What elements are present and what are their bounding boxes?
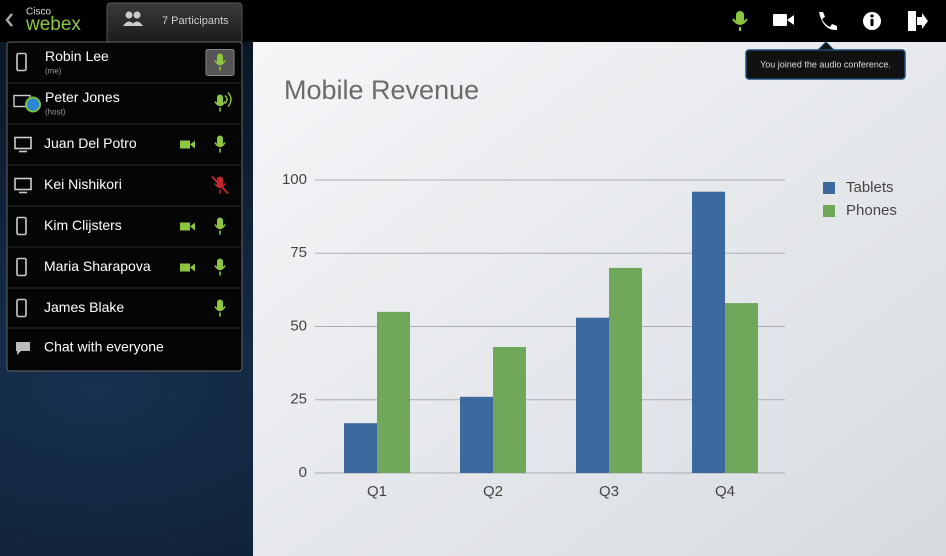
mic-stand: [214, 224, 226, 235]
mic-icon[interactable]: [214, 217, 226, 235]
participant-row[interactable]: James Blake: [8, 287, 241, 318]
phone-device-icon: [16, 216, 27, 236]
x-tick-label: Q4: [715, 483, 735, 500]
bar: [692, 191, 725, 473]
participant-row[interactable]: Kei Nishikori: [8, 164, 241, 195]
chat-row[interactable]: Chat with everyone: [16, 339, 164, 355]
mic-icon[interactable]: [214, 299, 226, 317]
x-tick-label: Q2: [483, 483, 503, 500]
video-button[interactable]: [773, 14, 794, 26]
mic-icon[interactable]: [214, 53, 226, 71]
participant-row[interactable]: Robin Lee (me): [16, 48, 235, 76]
mic-icon[interactable]: [214, 258, 226, 276]
chart-title: Mobile Revenue: [284, 75, 479, 105]
mic-stand: [214, 101, 226, 112]
phone-button[interactable]: [819, 12, 837, 31]
y-tick-label: 25: [290, 391, 307, 408]
phone-device-icon: [16, 52, 27, 72]
participant-name: Kei Nishikori: [44, 176, 122, 192]
exit-button[interactable]: [908, 11, 928, 31]
mic-stand: [214, 265, 226, 276]
participants-icon: [123, 11, 143, 26]
legend-swatch: [823, 205, 835, 217]
mic-icon[interactable]: [214, 94, 226, 112]
bar: [344, 423, 377, 473]
participants-tab-label: 7 Participants: [162, 15, 229, 27]
participant-name: Maria Sharapova: [44, 258, 151, 274]
bar: [493, 347, 526, 473]
bar: [609, 267, 642, 473]
y-tick-label: 100: [282, 171, 307, 188]
mic-stand: [214, 183, 226, 194]
y-tick-label: 0: [299, 464, 307, 481]
participant-name: Kim Clijsters: [44, 217, 122, 233]
participant-row[interactable]: Maria Sharapova: [8, 246, 241, 277]
mic-body: [217, 53, 223, 65]
participant-row[interactable]: Juan Del Potro: [8, 123, 241, 153]
mic-body: [217, 135, 223, 147]
mic-stand: [214, 306, 226, 317]
legend-label: Tablets: [846, 179, 894, 196]
participant-row[interactable]: Kim Clijsters: [8, 205, 241, 236]
desktop-device-icon: [14, 136, 32, 150]
mic-stand: [214, 60, 226, 71]
participant-name: James Blake: [44, 299, 124, 315]
desktop-device-icon: [14, 177, 32, 191]
mic-icon[interactable]: [214, 135, 226, 153]
mic-button[interactable]: [732, 11, 748, 31]
y-tick-label: 50: [290, 317, 307, 334]
participant-name: Juan Del Potro: [44, 135, 137, 151]
brand: webex: [25, 14, 81, 35]
video-icon-lens: [190, 140, 195, 149]
mic-body: [217, 94, 223, 106]
legend-label: Phones: [846, 202, 897, 219]
speaking-waves: [224, 92, 232, 107]
mic-body: [217, 299, 223, 311]
bar: [377, 311, 410, 473]
legend-swatch: [823, 182, 835, 194]
participant-role: (me): [45, 67, 62, 76]
participant-name: Robin Lee: [45, 48, 109, 64]
video-icon-lens: [190, 222, 195, 231]
bar: [460, 396, 493, 473]
back-button[interactable]: [5, 13, 13, 27]
y-tick-label: 75: [290, 244, 307, 261]
video-icon-lens: [190, 263, 195, 272]
mic-body: [217, 258, 223, 270]
slide: [253, 42, 946, 556]
globe-icon: [25, 96, 41, 113]
tooltip-text: You joined the audio conference.: [760, 59, 891, 69]
participant-name: Peter Jones: [45, 89, 120, 105]
brand-small: Cisco: [26, 7, 51, 18]
participant-role: (host): [45, 108, 66, 117]
mic-body: [217, 217, 223, 229]
video-icon: [180, 140, 190, 149]
x-tick-label: Q1: [367, 483, 387, 500]
chat-label: Chat with everyone: [44, 339, 164, 355]
phone-device-icon: [16, 298, 27, 318]
bar: [725, 303, 758, 473]
mute-slash: [211, 175, 229, 195]
bar: [576, 317, 609, 473]
mic-stand: [214, 142, 226, 153]
video-icon: [180, 263, 190, 272]
video-icon: [180, 222, 190, 231]
x-tick-label: Q3: [599, 483, 619, 500]
tooltip: [745, 49, 906, 80]
info-button[interactable]: [863, 12, 881, 30]
participant-row[interactable]: Peter Jones (host): [8, 82, 241, 117]
phone-device-icon: [16, 257, 27, 277]
